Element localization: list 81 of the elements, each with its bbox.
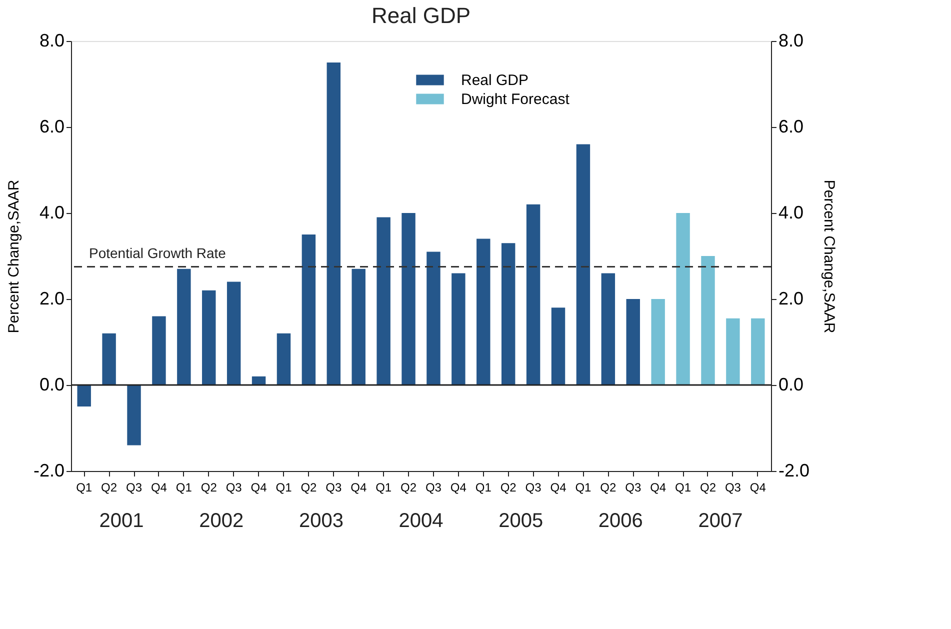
x-tick-label: Q1: [276, 480, 292, 494]
y2-tick-label: 4.0: [778, 202, 804, 222]
y2-axis-title: Percent Change,SAAR: [820, 180, 838, 334]
bar: [252, 376, 266, 385]
bar: [226, 282, 241, 385]
bar: [452, 273, 466, 385]
x-tick-label: Q4: [150, 480, 168, 494]
x-tick-label: Q4: [650, 480, 666, 494]
legend-label: Real GDP: [461, 72, 529, 89]
x-tick-label: Q3: [525, 480, 542, 494]
bar: [276, 333, 291, 385]
x-tick-label: Q3: [326, 480, 342, 494]
y2-tick-label: 0.0: [778, 374, 804, 394]
bar: [576, 144, 590, 385]
x-tick-label: Q2: [700, 480, 716, 494]
x-tick-label: Q1: [76, 480, 92, 494]
x-tick-label: Q4: [550, 480, 567, 494]
text: 2005: [498, 510, 544, 532]
x-tick-label: Q2: [600, 480, 616, 494]
x-tick-label: Q2: [101, 480, 118, 494]
bar: [726, 318, 740, 385]
bar: [751, 318, 765, 385]
x-tick-label: Q3: [425, 480, 442, 494]
bar: [326, 62, 341, 385]
x-tick-label: Q2: [200, 480, 218, 494]
bar: [626, 299, 640, 385]
text: 2004: [398, 510, 444, 532]
y2-tick-label: 2.0: [778, 288, 804, 308]
bar: [551, 308, 566, 385]
y-tick-label: 8.0: [39, 30, 64, 50]
x-tick-label: Q3: [226, 480, 242, 494]
bar: [302, 234, 316, 385]
legend-label: Dwight Forecast: [461, 91, 570, 108]
ref-line-label: Potential Growth Rate: [89, 244, 226, 261]
y-axis-title: Percent Change,SAAR: [5, 180, 22, 334]
y2-tick-label: 8.0: [778, 30, 804, 50]
text: 2007: [698, 510, 743, 532]
bar: [352, 268, 366, 385]
bar: [102, 333, 116, 385]
bar: [77, 385, 91, 406]
chart-title: Real GDP: [371, 3, 471, 28]
bar: [601, 273, 616, 385]
bar: [376, 217, 390, 385]
x-tick-label: Q1: [176, 480, 192, 494]
y-tick-label: 4.0: [39, 202, 64, 222]
x-tick-label: Q1: [675, 480, 692, 494]
x-tick-label: Q1: [376, 480, 392, 494]
y2-tick-label: 6.0: [778, 116, 804, 136]
bar: [651, 299, 665, 385]
bar: [177, 268, 191, 385]
bar: [526, 204, 540, 385]
x-tick-label: Q1: [475, 480, 492, 494]
bar: [501, 243, 516, 385]
x-tick-label: Q2: [400, 480, 417, 494]
y2-tick-label: -2.0: [778, 460, 810, 480]
bar: [152, 316, 166, 385]
bar: [402, 213, 416, 385]
text: 2003: [298, 510, 344, 532]
text: 2006: [598, 510, 643, 532]
x-tick-label: Q4: [450, 480, 467, 494]
text: 2001: [99, 510, 144, 532]
bar: [426, 252, 440, 385]
x-tick-label: Q2: [300, 480, 318, 494]
bar: [676, 213, 690, 385]
bar: [701, 256, 715, 385]
x-tick-label: Q4: [250, 480, 268, 494]
y-tick-label: -2.0: [33, 460, 64, 480]
x-tick-label: Q3: [724, 480, 742, 494]
bar: [127, 385, 141, 446]
bar: [476, 238, 490, 385]
x-tick-label: Q3: [126, 480, 142, 494]
y-tick-label: 2.0: [39, 288, 64, 308]
y-tick-label: 6.0: [39, 116, 64, 136]
text: 2002: [199, 510, 244, 532]
x-tick-label: Q3: [625, 480, 642, 494]
bar: [202, 290, 216, 385]
y-tick-label: 0.0: [39, 374, 64, 394]
x-tick-label: Q4: [350, 480, 367, 494]
x-tick-label: Q1: [575, 480, 592, 494]
x-tick-label: Q2: [500, 480, 517, 494]
x-tick-label: Q4: [750, 480, 766, 494]
